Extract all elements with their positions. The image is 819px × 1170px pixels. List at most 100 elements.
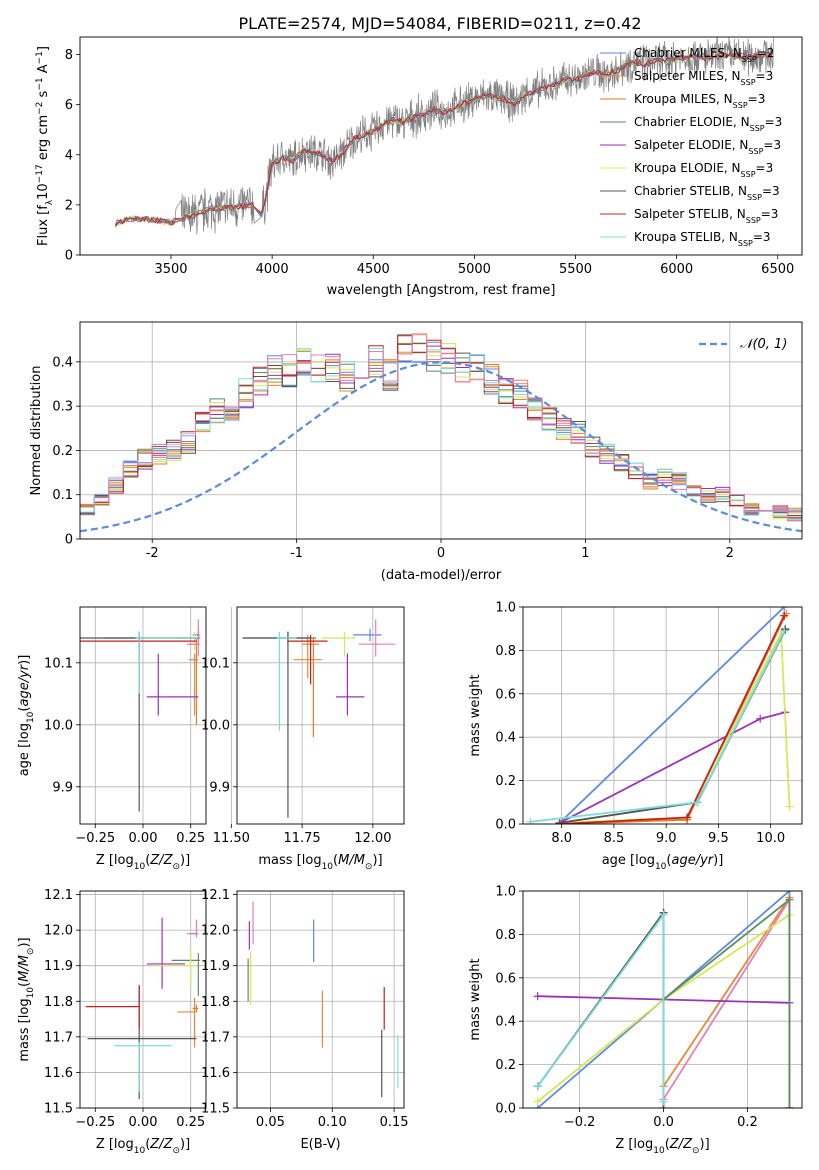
y-tick-label: 12.0: [44, 924, 73, 939]
legend-label-tail: =3: [761, 207, 779, 221]
axes-frame: [522, 606, 803, 825]
y-axis-label: mass [log10(M/M⊙)]: [17, 937, 36, 1061]
y-tick-label: 0: [65, 249, 73, 264]
y-tick-label: 11.8: [201, 995, 230, 1010]
y-tick-label: 11.7: [44, 1030, 73, 1045]
y-tick-label: 0.6: [495, 687, 516, 702]
x-tick-label: -2: [146, 546, 159, 561]
x-tick-label: 4000: [256, 262, 289, 277]
legend-label-sub: SSP: [748, 147, 763, 156]
plot-area: [242, 619, 396, 818]
plus-marker: [785, 895, 794, 904]
x-axis-label: Z [log10(Z/Z⊙)]: [96, 1137, 190, 1156]
y-tick-label: 9.9: [52, 780, 73, 795]
x-axis-label: age [log10(age/yr)]: [602, 853, 724, 872]
legend-entry: Kroupa MILES, NSSP=3: [634, 92, 765, 110]
legend-entry: Salpeter MILES, NSSP=3: [634, 69, 773, 87]
x-axis-label: (data-model)/error: [381, 568, 502, 583]
data-point: [353, 628, 382, 642]
x-tick-label: 0.00: [129, 1115, 158, 1130]
data-point: [186, 919, 199, 938]
y-tick-label: 0.1: [52, 488, 73, 503]
data-point: [152, 947, 195, 988]
mass-weight-line: [536, 912, 665, 1102]
axes-frame: [79, 606, 207, 825]
axes-frame: [236, 890, 405, 1109]
plus-marker: [780, 626, 789, 635]
x-axis-label: Z [log10(Z/Z⊙)]: [96, 853, 190, 872]
plus-marker: [683, 813, 692, 822]
axes-frame: [79, 321, 803, 540]
data-point: [80, 631, 199, 812]
legend-entry: Chabrier STELIB, NSSP=3: [634, 184, 780, 202]
residual-histogram-panel: -2 -1 0 1 2 0 0.1 0.2 0.3 0.4 (data-model)/error No…: [29, 321, 803, 583]
plus-marker: [785, 1104, 794, 1108]
x-axis-label: E(B-V): [300, 1137, 340, 1152]
x-tick-label: 6500: [761, 262, 794, 277]
y-tick-label: 0.4: [495, 731, 516, 746]
data-point: [358, 619, 396, 657]
y-tick-label: 0.4: [495, 1015, 516, 1030]
x-tick-label: 11.50: [213, 831, 250, 846]
legend-label-tail: =3: [753, 230, 771, 244]
y-tick-label: 0.4: [52, 355, 73, 370]
data-point: [287, 634, 328, 685]
x-tick-label: 2: [726, 546, 734, 561]
plus-marker: [780, 611, 789, 620]
y-tick-label: 8: [65, 48, 73, 63]
x-tick-label: 8.0: [551, 831, 572, 846]
y-tick-label: 4: [65, 148, 73, 163]
x-tick-label: 0.0: [653, 1115, 674, 1130]
y-tick-label: 10.0: [44, 718, 73, 733]
y-tick-label: 10.0: [201, 718, 230, 733]
plus-marker: [785, 802, 794, 811]
y-tick-label: 0.0: [495, 818, 516, 833]
histogram-steps: [80, 345, 802, 517]
legend-entry: Chabrier ELODIE, NSSP=3: [634, 115, 782, 133]
x-tick-label: 0.05: [256, 1115, 285, 1130]
y-tick-label: 0.3: [52, 400, 73, 415]
plus-marker: [780, 607, 789, 611]
legend-entry: Kroupa ELODIE, NSSP=3: [634, 161, 773, 179]
y-tick-label: 11.7: [201, 1030, 230, 1045]
y-axis-label: Normed distribution: [29, 366, 44, 496]
legend-label-sub: SSP: [742, 55, 757, 64]
model-spectrum: [114, 51, 773, 227]
y-tick-label: 1.0: [495, 601, 516, 616]
plot-area: [114, 37, 774, 235]
legend-label-tail: =3: [748, 92, 766, 106]
age-vs-metallicity-panel: −0.25 0.00 0.25 9.9 10.0 10.1 Z [log10(Z/Z⊙)] a…: [17, 606, 207, 872]
x-tick-label: −0.2: [564, 1115, 596, 1130]
histogram-steps: [80, 343, 802, 515]
mass-weight-line: [559, 628, 787, 824]
legend-label-main: Chabrier MILES, N: [634, 46, 742, 60]
y-tick-label: 0.2: [52, 444, 73, 459]
mass-weight-line: [559, 629, 787, 824]
histogram-steps: [80, 342, 802, 523]
y-tick-label: 0.6: [495, 971, 516, 986]
plus-marker: [555, 820, 564, 824]
plot-area: [247, 901, 399, 1098]
legend-label-main: Chabrier ELODIE, N: [634, 115, 750, 129]
mass-weight-line: [662, 896, 791, 1108]
y-tick-label: 11.5: [201, 1102, 230, 1117]
legend-label-main: Kroupa STELIB, N: [634, 230, 738, 244]
data-point: [186, 619, 201, 657]
legend-label-main: Salpeter STELIB, N: [634, 207, 746, 221]
data-point: [171, 953, 201, 996]
y-tick-label: 1.0: [495, 885, 516, 900]
plus-marker: [693, 798, 702, 807]
plus-marker: [659, 910, 668, 919]
x-tick-label: 8.5: [604, 831, 625, 846]
y-tick-label: 12.0: [201, 924, 230, 939]
y-tick-label: 10.1: [201, 656, 230, 671]
mass-weight-line: [559, 613, 788, 824]
spectrum-panel: 3500 4000 4500 5000 5500 6000 6500 0 2 4 6 8 wavelen…: [35, 36, 803, 298]
y-tick-label: 2: [65, 198, 73, 213]
data-point: [177, 997, 197, 1048]
y-tick-label: 0.2: [495, 774, 516, 789]
normal-curve: [80, 361, 802, 533]
x-tick-label: 12.00: [354, 831, 391, 846]
y-tick-label: 11.6: [44, 1066, 73, 1081]
